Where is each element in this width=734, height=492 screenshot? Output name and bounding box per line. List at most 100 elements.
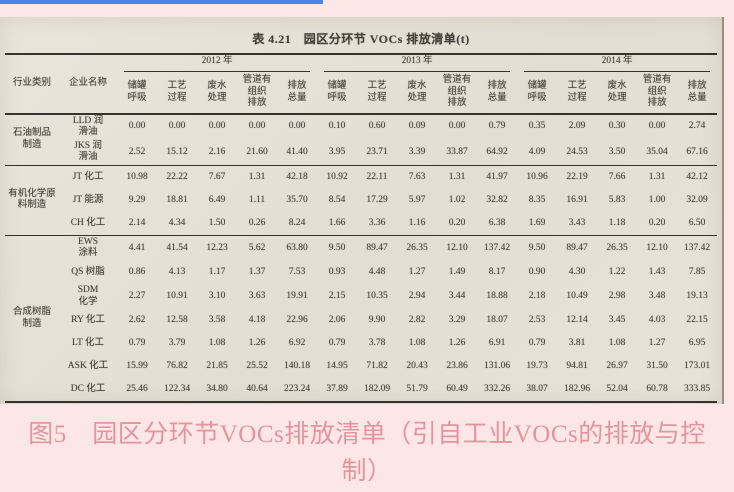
value-cell: 89.47 <box>557 234 598 262</box>
value-cell: 3.45 <box>608 314 626 325</box>
value-cell: 0.00 <box>168 121 186 132</box>
value-cell: 2.52 <box>128 146 146 157</box>
value-cell: 1.08 <box>208 337 226 348</box>
value-cell: 3.10 <box>208 290 226 301</box>
measure-header-row: 储罐 呼吸 工艺 过程 废水 处理 管道有 组织 排放 排放 总量 储罐 呼吸 … <box>5 73 717 114</box>
enterprise-header: 企业名称 <box>68 78 107 88</box>
value-cell: 1.02 <box>448 194 466 205</box>
value-cell: 0.00 <box>288 121 306 132</box>
value-cell: 76.82 <box>166 360 188 371</box>
table-row: 有机化学原 料制造 JT 化工 10.98 22.22 7.67 1.31 42.18 10.… <box>5 164 718 236</box>
value-cell: 2.62 <box>128 314 146 325</box>
value-cell: 4.30 <box>568 266 586 277</box>
value-cell: 8.17 <box>488 266 506 277</box>
value-cell: 71.82 <box>366 360 388 371</box>
enterprise-cell: EWS 涂料 <box>59 234 117 262</box>
value-cell: 4.09 <box>528 146 546 157</box>
enterprise-cell: CH 化工 <box>70 217 106 228</box>
value-cell: 1.27 <box>648 337 666 348</box>
value-cell: 1.18 <box>608 217 626 228</box>
measure-header: 排放 总量 <box>487 81 507 103</box>
value-cell: 0.90 <box>528 266 546 277</box>
value-cell: 40.64 <box>246 383 268 394</box>
value-cell: 1.26 <box>248 337 266 348</box>
scanned-table-image: 表 4.21 园区分环节 VOCs 排放清单(t) 行业类别 企业名称 2012… <box>0 17 724 404</box>
value-cell: 10.35 <box>366 290 388 301</box>
value-cell: 89.47 <box>357 234 398 262</box>
value-cell: 0.00 <box>208 121 226 132</box>
table-row: SDM 化学 2.27 10.91 3.10 3.63 19.91 2.15 10.35 2.9… <box>5 284 717 309</box>
table-row: LT 化工 0.79 3.79 1.08 1.26 6.92 0.79 3.78 1.08 1.2… <box>5 332 717 355</box>
value-cell: 0.00 <box>648 121 666 132</box>
value-cell: 1.00 <box>648 194 666 205</box>
value-cell: 12.10 <box>637 234 678 262</box>
enterprise-cell: ASK 化工 <box>67 360 109 371</box>
table-row: CH 化工 2.14 4.34 1.50 0.26 8.24 1.66 3.36 1.16 0.2… <box>5 212 717 236</box>
value-cell: 1.49 <box>448 266 466 277</box>
value-cell: 2.14 <box>128 217 146 228</box>
value-cell: 1.37 <box>248 266 266 277</box>
value-cell: 9.50 <box>517 234 558 262</box>
value-cell: 6.95 <box>688 337 706 348</box>
value-cell: 37.89 <box>326 383 348 394</box>
value-cell: 35.70 <box>286 194 308 205</box>
table-body: 石油制品 制造 LLD 润 滑油 0.00 0.00 0.00 0.00 0.00 0.10 0… <box>5 114 718 403</box>
value-cell: 1.22 <box>608 266 626 277</box>
value-cell: 94.81 <box>566 360 588 371</box>
measure-header: 管道有 组织 排放 <box>242 75 272 109</box>
value-cell: 26.35 <box>597 234 638 262</box>
value-cell: 3.95 <box>328 146 346 157</box>
value-cell: 3.36 <box>368 217 386 228</box>
value-cell: 0.20 <box>648 217 666 228</box>
value-cell: 0.79 <box>488 121 506 132</box>
value-cell: 2.06 <box>328 314 346 325</box>
table-row: 合成树脂 制造 EWS 涂料 4.41 41.54 12.23 5.62 63.80 9.50… <box>5 234 718 403</box>
industry-header: 行业类别 <box>12 78 51 88</box>
value-cell: 24.53 <box>566 146 588 157</box>
value-cell: 1.31 <box>237 164 277 189</box>
value-cell: 31.50 <box>646 360 668 371</box>
value-cell: 22.22 <box>157 164 197 189</box>
value-cell: 332.26 <box>484 383 511 394</box>
measure-header: 管道有 组织 排放 <box>642 75 672 109</box>
value-cell: 5.97 <box>408 194 426 205</box>
value-cell: 42.12 <box>677 164 718 189</box>
year-header-row: 行业类别 企业名称 2012 年 2013 年 2014 年 <box>5 54 717 88</box>
value-cell: 34.80 <box>206 383 228 394</box>
value-cell: 60.49 <box>446 383 468 394</box>
value-cell: 3.50 <box>608 146 626 157</box>
value-cell: 10.92 <box>317 164 358 189</box>
figure-caption: 图5 园区分环节VOCs排放清单（引自工业VOCs的排放与控 制） <box>0 416 734 490</box>
measure-header: 储罐 呼吸 <box>327 81 347 103</box>
value-cell: 26.97 <box>606 360 628 371</box>
value-cell: 1.31 <box>637 164 678 189</box>
value-cell: 2.09 <box>568 121 586 132</box>
value-cell: 2.16 <box>208 146 226 157</box>
value-cell: 0.30 <box>608 121 626 132</box>
value-cell: 15.99 <box>126 360 148 371</box>
value-cell: 122.34 <box>163 383 191 394</box>
value-cell: 0.20 <box>448 217 466 228</box>
value-cell: 1.16 <box>408 217 426 228</box>
value-cell: 42.18 <box>277 164 318 189</box>
value-cell: 16.91 <box>566 194 588 205</box>
enterprise-cell: LT 化工 <box>72 337 104 348</box>
value-cell: 182.96 <box>564 383 591 394</box>
value-cell: 63.80 <box>277 234 318 262</box>
value-cell: 2.82 <box>408 314 426 325</box>
measure-header: 储罐 呼吸 <box>127 81 147 103</box>
value-cell: 0.79 <box>328 337 346 348</box>
value-cell: 7.85 <box>688 266 706 277</box>
enterprise-cell: DC 化工 <box>70 383 106 394</box>
value-cell: 0.09 <box>408 121 426 132</box>
value-cell: 21.85 <box>206 360 228 371</box>
value-cell: 10.49 <box>566 290 588 301</box>
table-row: QS 树脂 0.86 4.13 1.17 1.37 7.53 0.93 4.48 1.27 1.4… <box>5 261 717 284</box>
value-cell: 6.50 <box>688 217 706 228</box>
value-cell: 41.40 <box>286 146 308 157</box>
value-cell: 18.81 <box>166 194 188 205</box>
value-cell: 2.18 <box>528 290 546 301</box>
year-header-2014: 2014 年 <box>517 54 717 73</box>
value-cell: 137.42 <box>677 234 718 262</box>
selection-highlight-bar <box>0 0 323 4</box>
